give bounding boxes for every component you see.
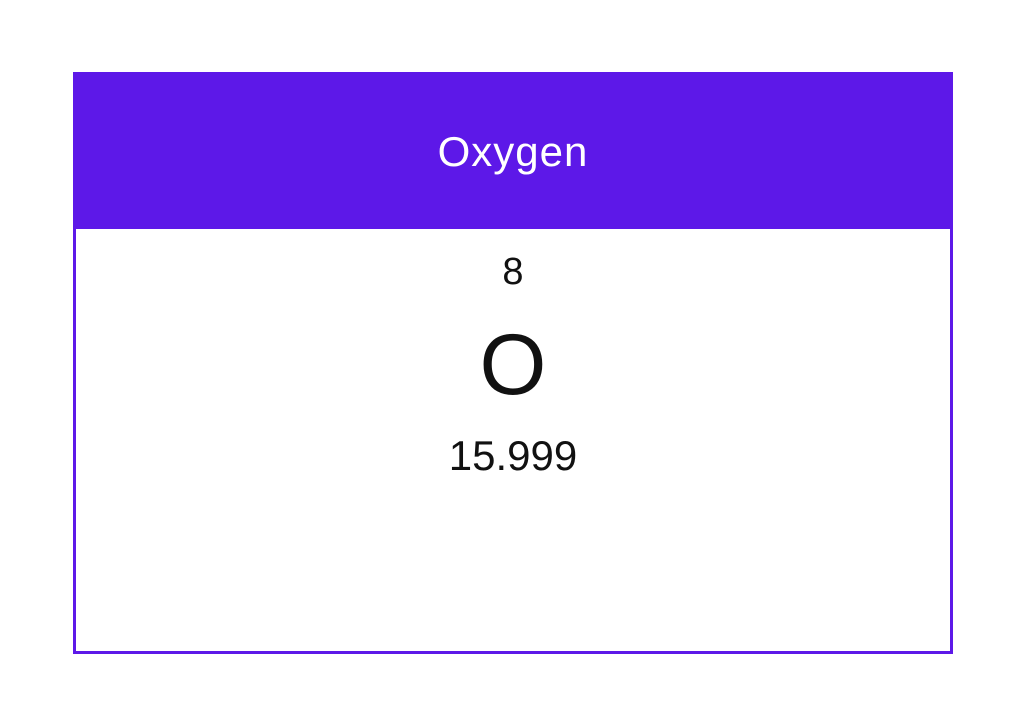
- element-card: Oxygen 8 O 15.999: [73, 72, 953, 654]
- element-symbol: O: [479, 317, 547, 413]
- atomic-number: 8: [502, 251, 524, 293]
- atomic-mass: 15.999: [448, 432, 578, 479]
- element-name: Oxygen: [437, 128, 589, 175]
- card-header: Oxygen: [76, 75, 950, 229]
